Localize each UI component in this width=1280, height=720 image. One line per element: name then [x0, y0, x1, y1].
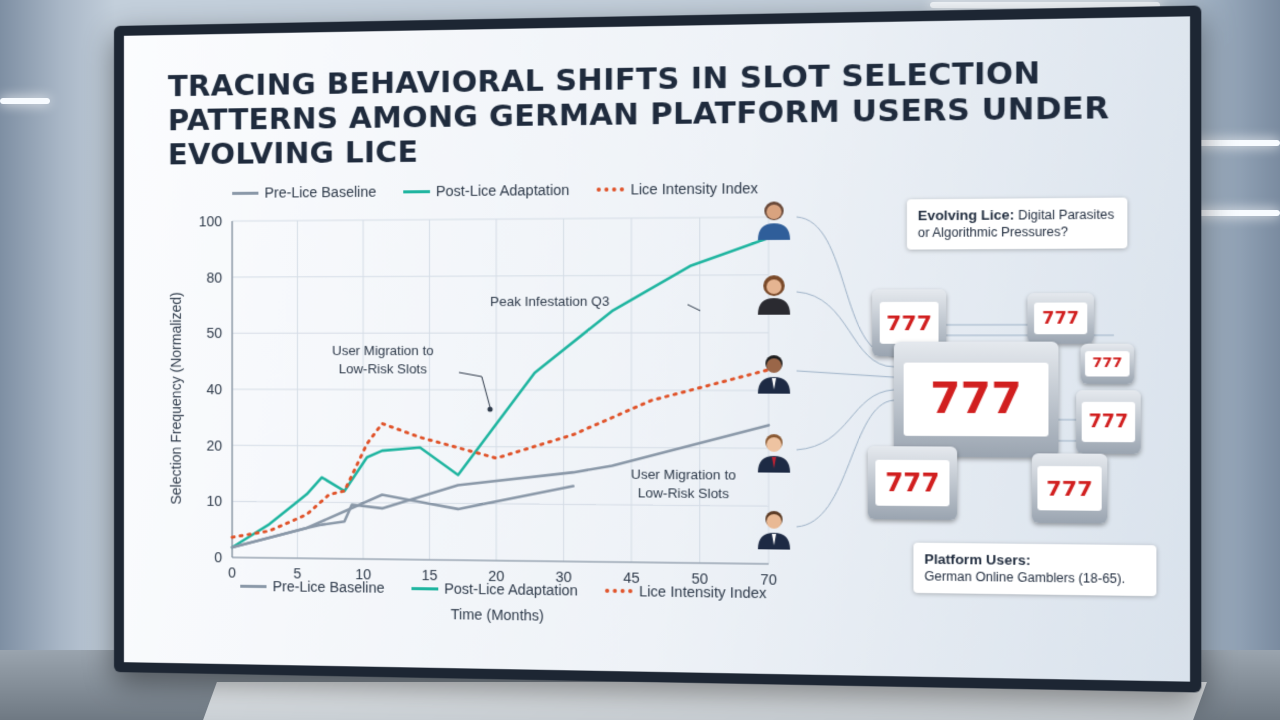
- slot-reel: 777: [1038, 466, 1101, 511]
- display-monitor: Tracing Behavioral Shifts in Slot Select…: [114, 5, 1201, 692]
- slot-machine-icon: 777: [868, 446, 957, 520]
- slot-reel: 777: [1034, 302, 1087, 335]
- slot-machine-icon: 777: [1032, 453, 1107, 523]
- slot-reel: 777: [904, 362, 1049, 436]
- info-box-evolving-lice: Evolving Lice: Digital Parasites or Algo…: [907, 198, 1127, 250]
- display-screen: Tracing Behavioral Shifts in Slot Select…: [124, 16, 1190, 681]
- slot-machine-icon: 777: [1076, 390, 1141, 454]
- info-box-heading: Evolving Lice:: [918, 207, 1015, 223]
- info-box-text: German Online Gamblers (18-65).: [924, 569, 1125, 586]
- slot-machine-icon: 777: [894, 342, 1059, 458]
- slot-reel: 777: [875, 459, 950, 506]
- ceiling-light: [0, 98, 50, 104]
- slot-machine-icon: 777: [1027, 293, 1093, 344]
- slot-reel: 777: [1081, 402, 1135, 443]
- slot-reel: 777: [1085, 351, 1130, 377]
- slot-reel: 777: [880, 301, 939, 344]
- info-box-heading: Platform Users:: [924, 551, 1030, 568]
- slot-machine-icon: 777: [1081, 344, 1134, 384]
- info-box-platform-users: Platform Users: German Online Gamblers (…: [913, 543, 1156, 597]
